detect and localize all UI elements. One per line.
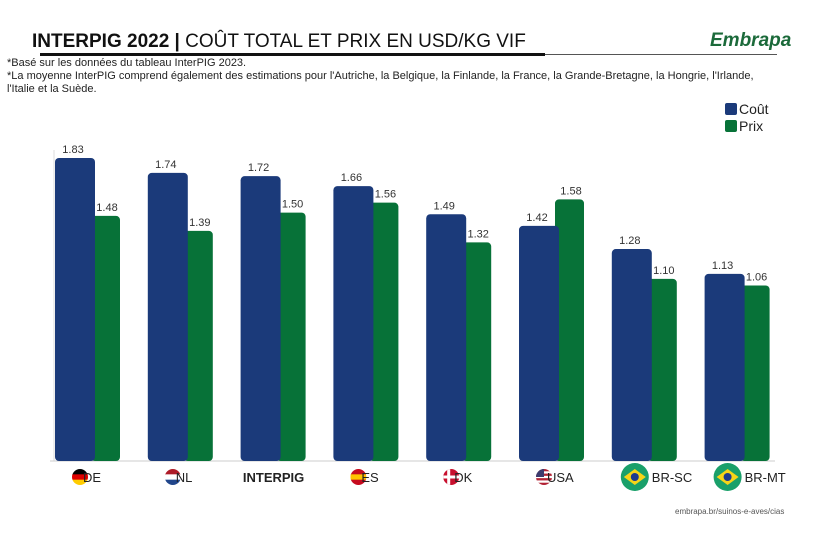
bar-prix-NL [183,230,213,461]
footnote-1: *Basé sur les données du tableau InterPI… [7,57,247,69]
source-url: embrapa.br/suinos-e-aves/cias [675,507,785,516]
label-prix-ES: 1.56 [375,189,396,201]
category-label-NL: NL [176,470,193,485]
bar-cout-DE [55,157,95,461]
flag-brazil-icon [620,463,649,491]
label-cout-USA: 1.42 [526,212,547,224]
category-label-DE: DE [83,470,101,485]
category-label-DK: DK [454,470,472,485]
legend: Coût Prix [725,100,769,134]
chart-title: INTERPIG 2022 | COÛT TOTAL ET PRIX EN US… [32,31,526,52]
legend-item-cout: Coût [725,100,769,117]
bar-cout-INTERPIG [240,176,281,461]
bar-prix-INTERPIG [276,212,306,461]
category-label-ES: ES [361,470,379,485]
bar-cout-USA [519,225,559,461]
label-cout-NL: 1.74 [155,159,176,171]
label-prix-DE: 1.48 [96,202,117,214]
bar-prix-BR-SC [647,278,677,461]
bar-cout-BR-SC [611,249,652,461]
flag-brazil-icon [713,463,742,491]
flag-usa-icon [536,469,552,485]
bar-prix-ES [369,202,399,461]
category-label-BR-MT: BR-MT [745,470,786,485]
label-prix-BR-MT: 1.06 [746,271,767,283]
bar-prix-DK [462,242,492,461]
title-rule [545,54,777,55]
flag-spain-icon [350,469,367,485]
bar-prix-BR-MT [740,285,770,461]
flag-netherlands-icon [164,469,181,485]
title-underline [40,53,545,56]
legend-item-prix: Prix [725,117,769,134]
label-cout-DE: 1.83 [62,144,83,156]
label-prix-BR-SC: 1.10 [653,265,674,277]
flag-denmark-icon [443,469,460,485]
label-prix-USA: 1.58 [560,185,581,197]
bar-prix-USA [555,199,584,462]
bar-cout-NL [147,172,188,461]
bar-cout-BR-MT [704,273,745,461]
bar-cout-DK [426,214,467,461]
label-cout-INTERPIG: 1.72 [248,162,269,174]
label-cout-DK: 1.49 [433,200,454,212]
label-prix-DK: 1.32 [467,228,488,240]
category-label-BR-SC: BR-SC [652,470,692,485]
label-cout-BR-MT: 1.13 [712,260,733,272]
bar-cout-ES [333,186,374,461]
category-label-INTERPIG: INTERPIG [243,470,304,485]
category-label-USA: USA [547,470,574,485]
embrapa-logo: Embrapa [710,30,792,51]
label-cout-ES: 1.66 [341,172,362,184]
label-cout-BR-SC: 1.28 [619,235,640,247]
flag-germany-icon [72,469,88,485]
bar-prix-DE [91,215,120,461]
label-prix-INTERPIG: 1.50 [282,199,303,211]
label-prix-NL: 1.39 [189,217,210,229]
footnote-2: *La moyenne InterPIG comprend également … [7,70,754,95]
